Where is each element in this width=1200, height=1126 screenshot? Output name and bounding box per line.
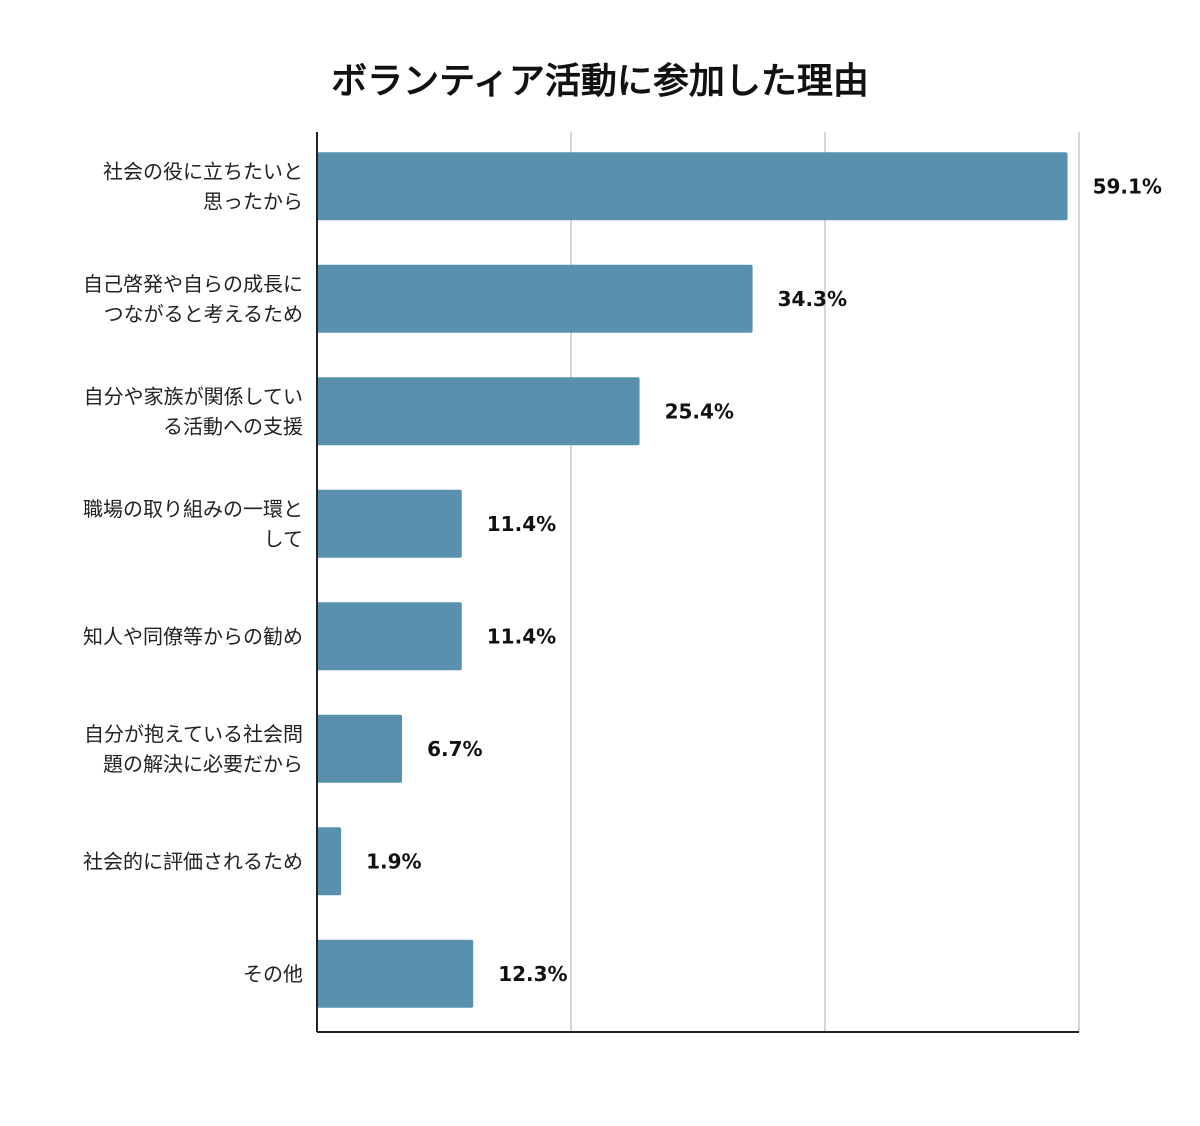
category-label: 自分が抱えている社会問題の解決に必要だから <box>84 722 303 776</box>
category-label: 社会の役に立ちたいと思ったから <box>103 159 303 213</box>
bar <box>317 264 753 333</box>
category-label: その他 <box>243 962 303 986</box>
value-label: 12.3% <box>498 962 567 986</box>
value-label: 59.1% <box>1093 174 1162 198</box>
axis-layer <box>316 132 1079 1033</box>
value-label: 6.7% <box>427 737 482 761</box>
category-label: 職場の取り組みの一環として <box>83 497 303 551</box>
value-label: 25.4% <box>665 399 734 423</box>
bar <box>317 602 462 671</box>
value-label: 1.9% <box>366 849 421 873</box>
bar <box>317 714 403 783</box>
chart-title: ボランティア活動に参加した理由 <box>331 61 869 102</box>
bar-layer <box>317 152 1068 1008</box>
value-label: 34.3% <box>778 287 847 311</box>
bar <box>317 489 462 558</box>
label-layer: 59.1% 社会の役に立ちたいと思ったから 34.3% 自己啓発や自らの成長につながる… <box>83 159 1162 986</box>
bar <box>317 377 640 446</box>
value-label: 11.4% <box>487 512 556 536</box>
value-label: 11.4% <box>487 624 556 648</box>
category-label: 自分や家族が関係している活動への支援 <box>84 384 303 438</box>
category-label: 社会的に評価されるため <box>83 849 303 873</box>
category-label: 知人や同僚等からの勧め <box>83 624 303 648</box>
bar <box>317 827 342 896</box>
bar <box>317 152 1068 221</box>
bar <box>317 939 474 1008</box>
category-label: 自己啓発や自らの成長につながると考えるため <box>83 272 303 326</box>
